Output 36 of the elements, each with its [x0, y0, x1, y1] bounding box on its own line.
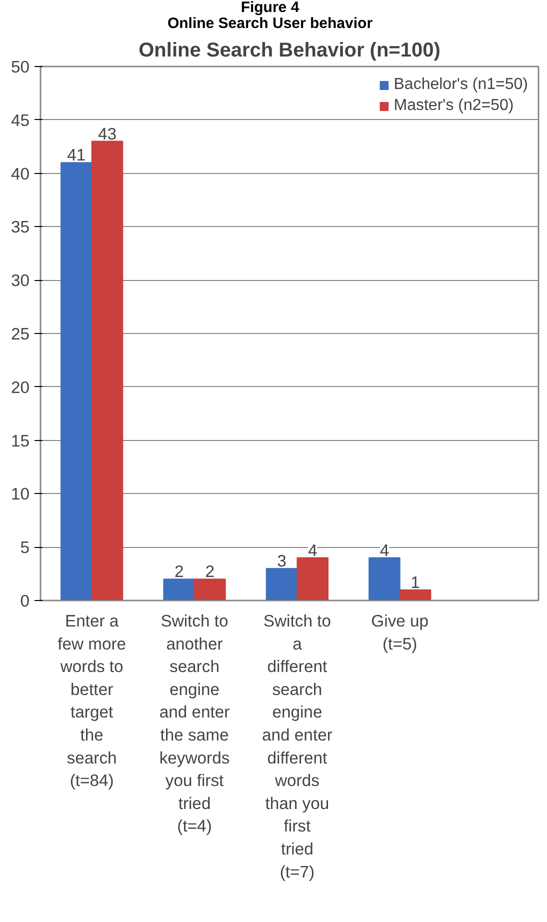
bar — [60, 162, 92, 600]
y-tick-label: 5 — [20, 538, 30, 558]
bar — [194, 578, 226, 600]
category-label: Switch to another search engine and enter the same keywords you first tried (t=4) — [159, 612, 230, 836]
y-tick-label: 45 — [10, 110, 30, 130]
bar — [266, 568, 298, 600]
text: Online Search User behavior — [167, 15, 373, 32]
x-tick-label: Enter a few more words to better target the search (t=84) — [58, 612, 126, 790]
bar — [91, 140, 124, 600]
bar — [296, 557, 329, 600]
data-label: 4 — [308, 540, 318, 560]
y-tick-label: 10 — [10, 484, 30, 504]
data-label: 2 — [205, 562, 215, 582]
y-tick-label: 50 — [10, 58, 30, 76]
data-label: 41 — [67, 146, 86, 165]
legend-label: Bachelor's (n1=50) — [394, 76, 528, 94]
data-label: 3 — [277, 551, 286, 570]
data-label: 4 — [380, 540, 390, 560]
chart-title: Online Search Behavior (n=100) — [138, 40, 440, 62]
bar — [163, 578, 196, 600]
y-tick-label: 0 — [20, 592, 30, 610]
y-tick-label: 40 — [10, 164, 30, 184]
data-label: 1 — [410, 572, 420, 592]
legend-label: Master's (n2=50) — [394, 97, 514, 115]
data-label: 2 — [174, 562, 184, 582]
data-label: 43 — [98, 124, 117, 144]
category-label: Switch to a different search engine and enter different words than you first tried (t=7) — [262, 612, 332, 882]
y-tick-label: 20 — [10, 378, 30, 397]
bar — [399, 589, 432, 600]
x-tick-label: Give up (t=5) — [371, 612, 429, 654]
y-tick-label: 30 — [10, 271, 30, 290]
y-tick-label: 15 — [10, 431, 30, 450]
y-tick-label: 35 — [10, 218, 30, 237]
bar — [368, 557, 400, 600]
caption: Figure 4 — [240, 0, 300, 16]
y-tick-label: 25 — [10, 324, 30, 344]
